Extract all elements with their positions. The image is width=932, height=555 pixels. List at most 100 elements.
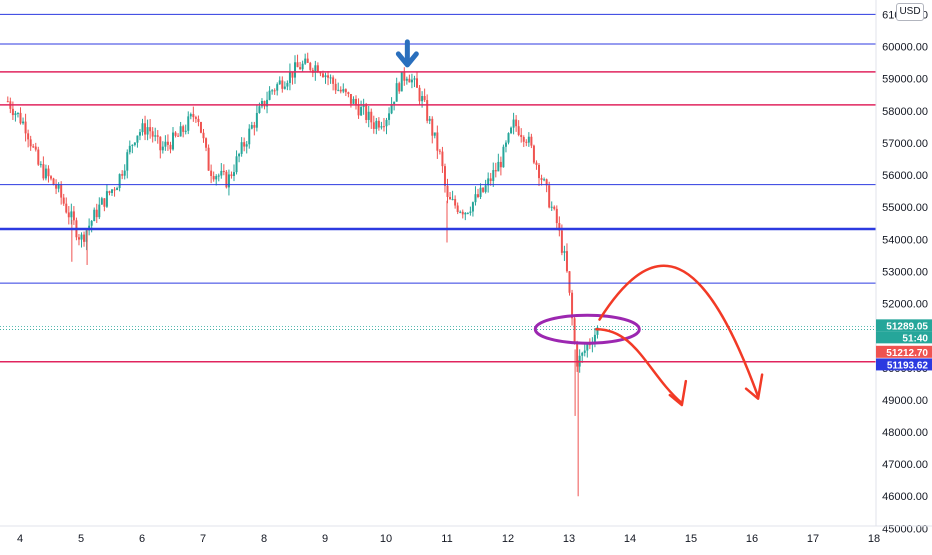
candle-body	[215, 176, 218, 180]
candle	[128, 140, 131, 155]
time-axis[interactable]: 4 5 6 7 8 9 10 11 12 13 14 15 16 17 18	[0, 525, 932, 545]
candle-body	[243, 142, 246, 147]
candle	[268, 86, 271, 101]
candle	[413, 75, 416, 88]
candle-body	[50, 176, 53, 179]
candle	[504, 140, 507, 153]
candle-body	[451, 199, 454, 201]
candle	[136, 135, 139, 148]
candle	[403, 67, 406, 86]
candle	[182, 124, 185, 138]
candle	[578, 349, 581, 373]
drawings[interactable]	[395, 39, 764, 407]
candle-body	[131, 144, 134, 146]
currency-badge[interactable]: USD	[896, 3, 924, 21]
candle	[398, 81, 401, 94]
curve-drawing[interactable]	[598, 264, 760, 398]
candle	[149, 119, 152, 139]
candle	[126, 149, 129, 179]
candle	[342, 83, 345, 94]
price-axis[interactable]: 45000.00 46000.00 47000.00 48000.00 49000.00…	[875, 0, 932, 550]
candle	[55, 179, 58, 195]
time-tick-label: 15	[685, 533, 697, 545]
candle-body	[538, 164, 541, 179]
price-label: 51193.62	[887, 360, 929, 371]
candle-body	[461, 211, 464, 215]
candle	[507, 132, 510, 145]
candle-body	[474, 194, 477, 203]
candle-body	[454, 199, 457, 206]
candle-body	[202, 132, 205, 139]
candle-body	[27, 133, 30, 140]
candle-body	[494, 170, 497, 172]
candle-body	[352, 98, 355, 104]
candle	[199, 121, 202, 134]
curve-drawing[interactable]	[595, 327, 684, 405]
candle	[42, 156, 45, 181]
arrow-head	[395, 51, 419, 68]
candle-body	[126, 152, 129, 171]
candle	[288, 63, 291, 91]
candle	[370, 108, 373, 129]
candle-body	[156, 135, 159, 137]
time-tick-label: 8	[261, 533, 267, 545]
candle	[377, 117, 380, 131]
price-label-bg	[876, 358, 932, 371]
candle-body	[67, 212, 70, 218]
candle	[428, 116, 431, 125]
candle-body	[133, 142, 136, 145]
down-arrow-icon[interactable]	[395, 39, 419, 68]
candle-body	[220, 170, 223, 176]
candle	[276, 82, 279, 96]
candle	[410, 73, 413, 89]
time-tick-label: 10	[380, 533, 392, 545]
candle-body	[332, 77, 335, 84]
candle-body	[32, 146, 35, 148]
ellipse-drawing[interactable]	[533, 313, 641, 345]
candle-body	[95, 209, 98, 218]
candle-body	[484, 185, 487, 192]
candle-body	[22, 121, 25, 124]
horizontal-levels[interactable]: 6060078.3259210.3358184.0255702.8154318.…	[0, 6, 932, 370]
candle	[266, 91, 269, 114]
candle-body	[70, 211, 73, 218]
candle-body	[199, 122, 202, 133]
candle	[187, 111, 190, 135]
candle	[123, 164, 126, 180]
price-label-bg	[876, 319, 932, 332]
candle	[385, 117, 388, 135]
candle-body	[565, 251, 568, 272]
candle-body	[149, 127, 152, 132]
candle	[555, 205, 558, 230]
candle	[146, 119, 149, 141]
price-label: 51289.05	[886, 321, 928, 332]
candle-body	[217, 175, 220, 177]
candle	[141, 118, 144, 136]
candle-body	[487, 178, 490, 186]
candle-body	[377, 120, 380, 128]
candle-body	[301, 63, 304, 70]
candle-body	[532, 145, 535, 163]
candle	[238, 152, 241, 163]
price-tick-label: 54000.00	[882, 234, 928, 246]
candle	[416, 72, 419, 88]
candle	[233, 164, 236, 182]
candle	[52, 177, 55, 186]
candle	[449, 192, 452, 200]
candle-body	[268, 90, 271, 100]
candle	[95, 203, 98, 223]
candle-body	[151, 131, 154, 137]
candle	[260, 98, 263, 109]
candle	[438, 148, 441, 155]
candle-body	[426, 100, 429, 121]
candle-body	[245, 144, 248, 147]
candle-body	[337, 89, 340, 91]
candle-body	[543, 179, 546, 181]
candle	[565, 243, 568, 273]
candle	[44, 164, 47, 181]
candle	[227, 169, 230, 196]
candle-body	[154, 135, 157, 137]
